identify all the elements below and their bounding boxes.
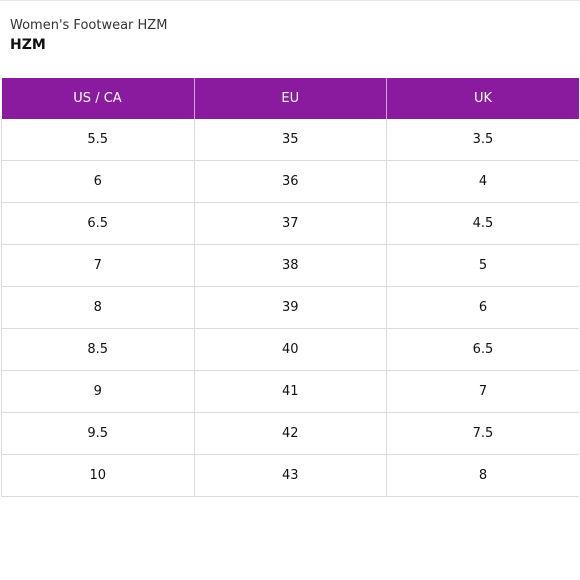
cell-uk: 4.5 (386, 202, 579, 245)
cell-us-ca: 6 (1, 160, 194, 203)
column-header-us-ca: US / CA (1, 78, 194, 119)
cell-uk: 4 (386, 160, 579, 203)
cell-eu: 35 (193, 119, 387, 161)
cell-uk: 8 (386, 454, 579, 497)
table-row: 10 43 8 (1, 454, 579, 497)
cell-eu: 39 (193, 286, 387, 329)
cell-eu: 40 (193, 328, 387, 371)
cell-uk: 7.5 (386, 412, 579, 455)
size-chart-table: US / CA EU UK 5.5 35 3.5 6 36 4 6.5 37 4… (1, 78, 579, 497)
cell-us-ca: 8.5 (1, 328, 194, 371)
cell-uk: 5 (386, 244, 579, 287)
cell-eu: 38 (193, 244, 387, 287)
column-header-eu: EU (193, 78, 387, 119)
table-row: 9 41 7 (1, 370, 579, 413)
cell-uk: 6 (386, 286, 579, 329)
table-row: 8 39 6 (1, 286, 579, 329)
cell-us-ca: 6.5 (1, 202, 194, 245)
top-divider (0, 0, 580, 1)
cell-eu: 43 (193, 454, 387, 497)
cell-uk: 3.5 (386, 119, 579, 161)
page-subtitle: Women's Footwear HZM (10, 18, 168, 33)
table-row: 5.5 35 3.5 (1, 119, 579, 161)
page-title: HZM (10, 37, 46, 53)
table-row: 7 38 5 (1, 244, 579, 287)
table-row: 6 36 4 (1, 160, 579, 203)
page-header: Women's Footwear HZM HZM (10, 18, 167, 54)
cell-uk: 7 (386, 370, 579, 413)
table-row: 9.5 42 7.5 (1, 412, 579, 455)
table-header-row: US / CA EU UK (1, 78, 579, 119)
cell-us-ca: 10 (1, 454, 194, 497)
cell-us-ca: 9 (1, 370, 194, 413)
cell-us-ca: 9.5 (1, 412, 194, 455)
table-row: 6.5 37 4.5 (1, 202, 579, 245)
table-row: 8.5 40 6.5 (1, 328, 579, 371)
cell-eu: 36 (193, 160, 387, 203)
cell-us-ca: 5.5 (1, 119, 194, 161)
cell-uk: 6.5 (386, 328, 579, 371)
cell-us-ca: 8 (1, 286, 194, 329)
cell-eu: 37 (193, 202, 387, 245)
column-header-uk: UK (386, 78, 579, 119)
cell-eu: 42 (193, 412, 387, 455)
cell-us-ca: 7 (1, 244, 194, 287)
cell-eu: 41 (193, 370, 387, 413)
